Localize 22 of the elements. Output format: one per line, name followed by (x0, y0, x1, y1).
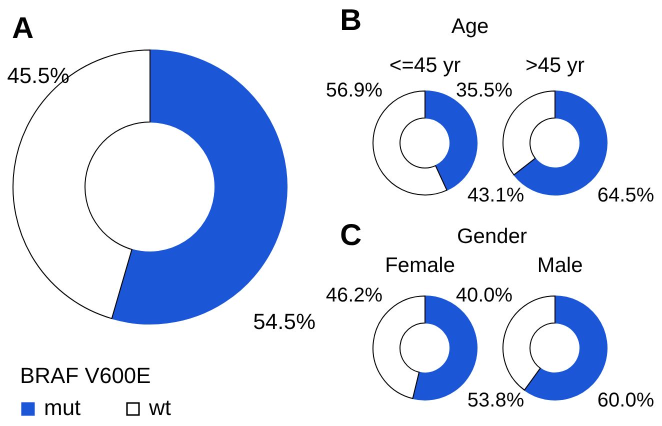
data-label: 56.9% (326, 80, 383, 102)
chart-title: <=45 yr (389, 54, 461, 77)
chart-title: Male (537, 254, 583, 277)
data-label: 45.5% (7, 62, 70, 88)
data-label: 54.5% (253, 309, 316, 334)
legend-title: BRAF V600E (20, 363, 151, 388)
text: B (340, 4, 362, 37)
data-label: 43.1% (467, 184, 524, 206)
data-label: 60.0% (597, 389, 654, 412)
text: C (340, 219, 362, 252)
chart-title: A (12, 12, 34, 45)
data-label: 40.0% (456, 284, 513, 307)
data-label: 46.2% (326, 284, 383, 307)
legend-label: mut (44, 395, 81, 420)
data-label: 64.5% (597, 184, 654, 206)
data-label: 53.8% (467, 389, 524, 412)
chart-title: Female (384, 254, 456, 277)
data-label: 35.5% (456, 80, 513, 102)
chart-title: >45 yr (526, 54, 584, 77)
legend-label: wt (148, 395, 171, 420)
text: Age (451, 15, 489, 38)
text: Gender (456, 225, 528, 248)
